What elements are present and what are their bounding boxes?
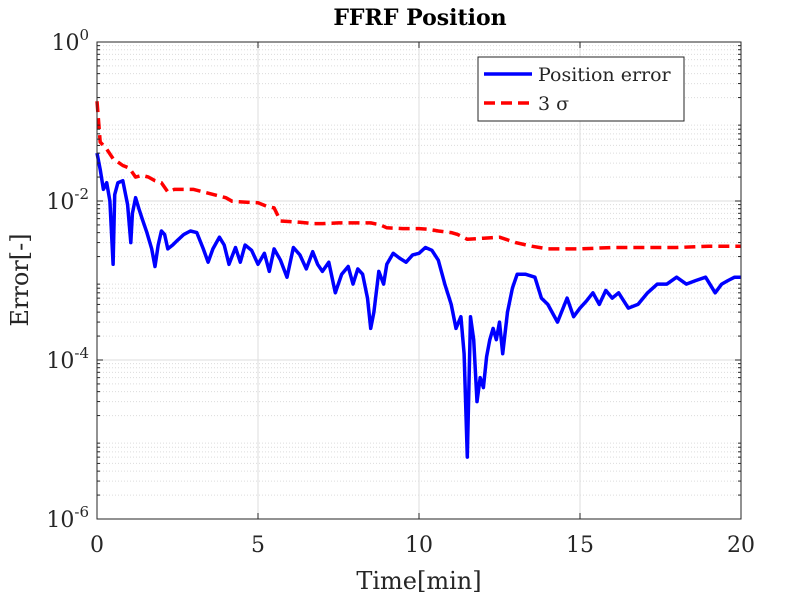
y-tick-label-exponent: -4 <box>74 344 89 362</box>
legend-box <box>477 56 685 122</box>
x-tick-label: 5 <box>251 533 265 558</box>
y-axis-label: Error[-] <box>6 233 34 326</box>
y-tick-label-base: 10 <box>46 508 74 533</box>
y-tick-label: 10-4 <box>46 344 89 374</box>
y-tick-label-base: 10 <box>51 31 79 56</box>
x-axis-label: Time[min] <box>356 567 481 595</box>
y-tick-label: 10-2 <box>46 185 89 215</box>
chart-title: FFRF Position <box>333 5 506 31</box>
y-tick-label-exponent: -6 <box>74 503 89 521</box>
y-tick-label-exponent: 0 <box>79 26 89 44</box>
series-line-3-sigma <box>95 101 741 251</box>
y-tick-label-exponent: -2 <box>74 185 89 203</box>
y-tick-label: 100 <box>51 26 89 56</box>
x-tick-label: 10 <box>405 533 433 558</box>
series-line-position-error <box>95 152 741 459</box>
y-tick-label-base: 10 <box>46 349 74 374</box>
legend: Position error 3 σ <box>477 56 685 122</box>
series-layer <box>95 101 741 459</box>
x-tick-label: 15 <box>566 533 594 558</box>
x-tick-label: 20 <box>727 533 755 558</box>
legend-label-position-error: Position error <box>538 64 672 86</box>
y-tick-label-base: 10 <box>46 190 74 215</box>
legend-label-3-sigma: 3 σ <box>538 93 569 115</box>
x-tick-label: 0 <box>90 533 104 558</box>
y-tick-label: 10-6 <box>46 503 89 533</box>
